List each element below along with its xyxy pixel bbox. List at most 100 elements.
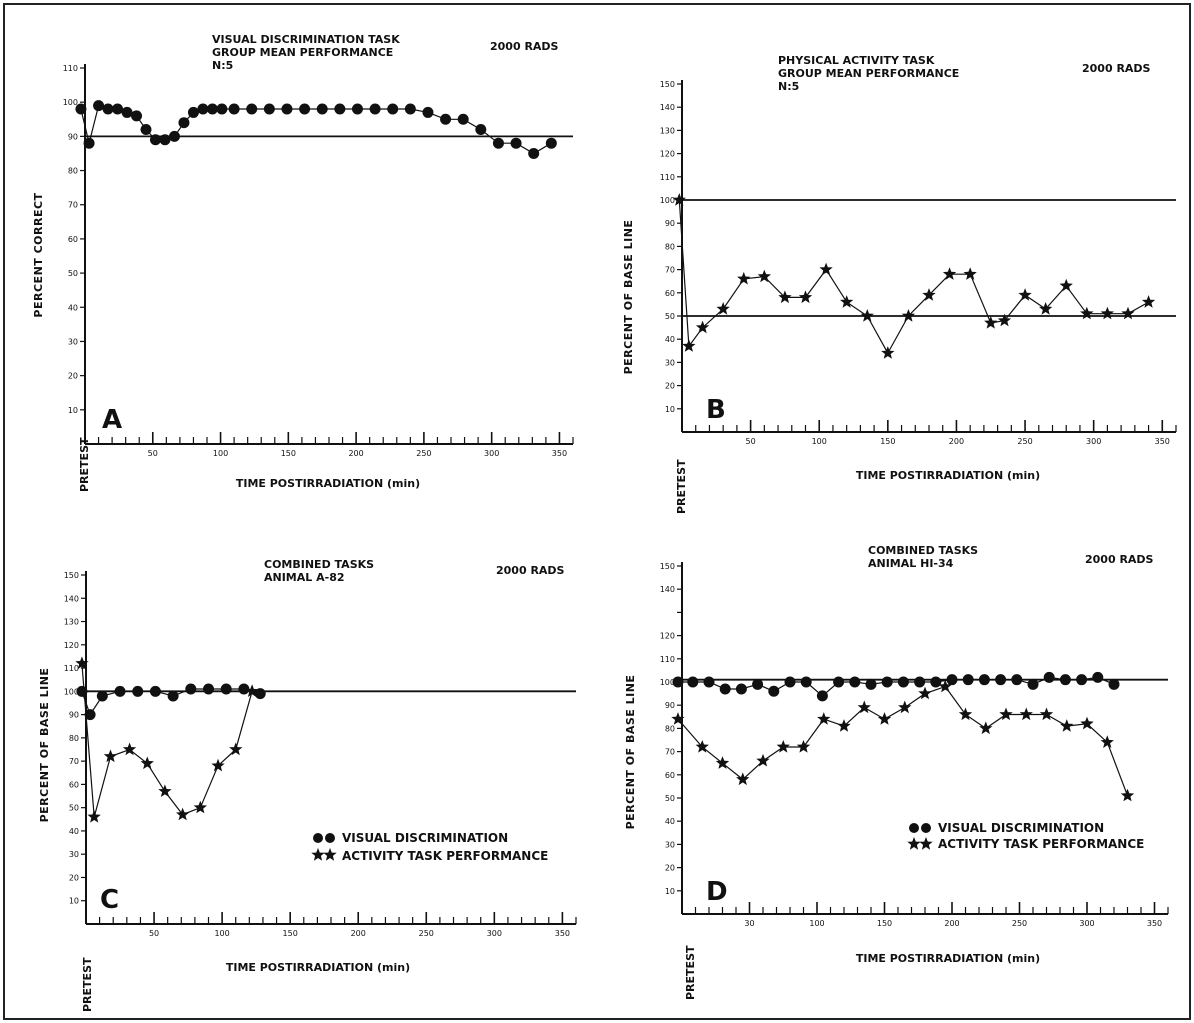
panel-c-data-point-circle — [76, 685, 88, 697]
panel-b-x-tick-label: 150 — [880, 437, 895, 446]
panel-c-legend-star-marker — [311, 848, 337, 861]
panel-c-y-tick-label: 50 — [69, 804, 79, 813]
panel-a-data-point-circle — [187, 106, 199, 118]
panel-c-data-point-star — [87, 810, 101, 823]
panel-d-legend-activity-label: ACTIVITY TASK PERFORMANCE — [938, 837, 1144, 851]
panel-c-x-tick-label: 350 — [555, 929, 570, 938]
panel-a-data-point-circle — [178, 117, 190, 129]
panel-b-x-tick-label: 100 — [812, 437, 827, 446]
panel-a-y-tick-label: 70 — [68, 201, 78, 210]
panel-d-y-tick-label: 80 — [665, 724, 675, 733]
panel-d-data-point-star — [1019, 707, 1033, 721]
panel-d-data-point-star — [776, 740, 790, 753]
panel-c-data-point-circle — [220, 683, 232, 695]
panel-c-y-tick-label: 90 — [69, 711, 79, 720]
panel-c-x-tick-label: 250 — [419, 929, 434, 938]
panel-b-data-point-star — [860, 309, 874, 322]
panel-a-y-axis-label: PERCENT CORRECT — [32, 192, 45, 317]
panel-a-pretest-label: PRETEST — [78, 437, 91, 492]
panel-b-y-tick-label: 140 — [660, 103, 675, 112]
panel-b-data-point-star — [798, 290, 813, 304]
panel-b-data-point-star — [1141, 295, 1156, 308]
panel-a-y-tick-label: 90 — [68, 132, 78, 141]
panel-b-data-point-star — [881, 346, 895, 359]
panel-c-legend-star-glyph-2 — [323, 848, 337, 861]
panel-a-y-tick-label: 20 — [68, 372, 78, 381]
panel-a-data-point-circle — [149, 134, 161, 146]
panel-b-data-point-star — [963, 267, 977, 280]
panel-c-data-point-circle — [203, 683, 214, 695]
panel-d-x-tick-label: 30 — [744, 919, 754, 928]
panel-c-y-tick-label: 20 — [69, 873, 79, 882]
panel-c-y-tick-label: 120 — [64, 641, 79, 650]
panel-b-x-tick-label: 250 — [1017, 437, 1032, 446]
panel-c-data-point-circle — [84, 709, 96, 721]
panel-a-data-point-circle — [83, 137, 95, 149]
panel-c-data-point-circle — [238, 683, 250, 695]
panel-d-data-point-star — [898, 700, 912, 714]
panel-d-y-tick-label: 110 — [660, 655, 675, 664]
panel-a-y-tick-label: 10 — [68, 406, 78, 415]
panel-c: COMBINED TASKS ANIMAL A-82 2000 RADS PER… — [38, 558, 577, 1012]
panel-b-y-tick-label: 60 — [665, 289, 675, 298]
panel-c-y-tick-label: 100 — [64, 687, 79, 696]
panel-c-data-point-star — [75, 656, 89, 670]
panel-d-data-point-circle — [752, 678, 764, 690]
panel-d-legend-star-glyph — [907, 837, 921, 850]
panel-d-x-tick-label: 200 — [944, 919, 959, 928]
panel-a-y-tick-label: 100 — [63, 98, 78, 107]
panel-d-data-point-star — [695, 740, 709, 753]
panel-b-data-point-star — [695, 320, 710, 334]
panel-c-x-tick-label: 150 — [283, 929, 298, 938]
panel-c-data-point-circle — [132, 685, 144, 697]
panel-d-y-tick-label: 30 — [665, 840, 675, 849]
panel-a-data-point-circle — [102, 103, 114, 115]
panel-a-data-point-circle — [93, 100, 105, 112]
panel-b-x-tick-label: 200 — [949, 437, 964, 446]
panel-b: PHYSICAL ACTIVITY TASK GROUP MEAN PERFOR… — [622, 54, 1177, 514]
panel-c-y-tick-label: 30 — [69, 850, 79, 859]
panel-a-data-point-circle — [140, 124, 152, 136]
panel-d-data-point-circle — [816, 690, 828, 702]
panel-b-y-tick-label: 20 — [665, 382, 675, 391]
panel-c-data-point-star — [140, 756, 154, 770]
panel-d-data-point-circle — [881, 676, 893, 688]
panel-b-data-point-star — [901, 309, 916, 322]
panel-a-data-point-circle — [387, 103, 399, 115]
panel-b-y-tick-label: 120 — [660, 150, 675, 159]
panel-b-data-point-star — [942, 267, 957, 280]
panel-c-data-point-circle — [167, 690, 179, 702]
panel-d-data-point-star — [1120, 788, 1135, 802]
panel-c-x-tick-label: 200 — [351, 929, 366, 938]
panel-c-y-tick-label: 150 — [64, 571, 79, 580]
panel-a-x-tick-label: 150 — [281, 449, 296, 458]
panel-d-data-point-circle — [978, 674, 990, 686]
panel-d-data-point-star — [715, 756, 730, 769]
panel-a-data-point-circle — [545, 137, 557, 149]
panel-d-x-tick-label: 350 — [1147, 919, 1162, 928]
panel-d-data-point-circle — [849, 676, 861, 688]
panel-d-pretest-label: PRETEST — [684, 945, 697, 1000]
panel-d-title-line-2: ANIMAL HI-34 — [868, 557, 954, 570]
panel-c-data-point-star — [122, 742, 137, 756]
panel-c-y-tick-label: 70 — [69, 757, 79, 766]
panel-d-data-point-circle — [1076, 674, 1088, 686]
panel-b-y-tick-label: 30 — [665, 358, 675, 367]
panel-d-rads-label: 2000 RADS — [1085, 553, 1154, 566]
panel-b-data-point-star — [757, 269, 771, 283]
panel-a-data-point-circle — [528, 147, 540, 159]
panel-d-data-point-circle — [1059, 674, 1071, 686]
panel-b-letter: B — [706, 395, 726, 425]
panel-b-title-line-2: GROUP MEAN PERFORMANCE — [778, 67, 959, 80]
panel-d-data-point-circle — [995, 674, 1007, 686]
panel-d-y-axis-label: PERCENT OF BASE LINE — [624, 675, 637, 830]
panel-a-title-line-3: N:5 — [212, 59, 233, 72]
panel-a-y-tick-label: 60 — [68, 235, 78, 244]
panel-a-data-point-circle — [369, 103, 381, 115]
panel-d-data-point-star — [857, 700, 871, 714]
panel-d-data-point-star — [999, 707, 1013, 721]
panel-b-y-tick-label: 80 — [665, 242, 675, 251]
panel-c-y-tick-label: 130 — [64, 618, 79, 627]
panel-b-x-tick-label: 50 — [746, 437, 756, 446]
